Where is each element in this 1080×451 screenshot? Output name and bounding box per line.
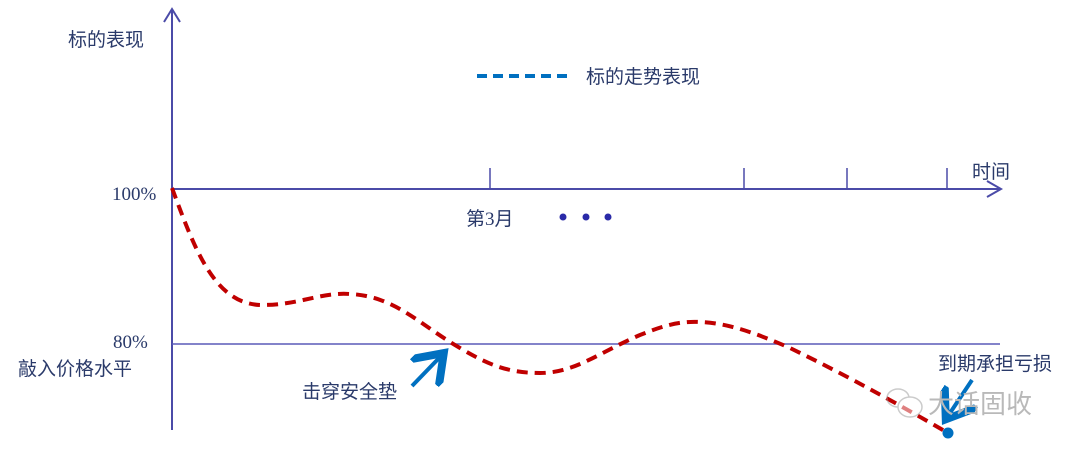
maturity-point <box>942 427 954 439</box>
watermark-text: 大话固收 <box>928 389 1032 419</box>
ellipsis-dot <box>559 213 567 221</box>
y-tick-100: 100% <box>112 184 157 205</box>
y-tick-80: 80% <box>113 332 148 353</box>
ellipsis-dot <box>604 213 612 221</box>
ellipsis-dot <box>582 213 590 221</box>
underlying-trend-curve <box>170 187 950 435</box>
y-axis-arrowhead <box>163 7 181 23</box>
loss-annotation: 到期承担亏损 <box>938 353 1052 375</box>
breach-annotation: 击穿安全垫 <box>302 381 397 403</box>
x-axis-label: 时间 <box>972 161 1010 183</box>
y-axis-label: 标的表现 <box>68 29 144 51</box>
breach-arrow <box>412 356 441 388</box>
knock-in-level-label: 敲入价格水平 <box>18 358 132 380</box>
x-tick-label-month3: 第3月 <box>466 208 514 230</box>
legend-label: 标的走势表现 <box>586 66 700 88</box>
x-axis-arrowhead <box>986 180 1004 198</box>
loss-arrow <box>948 378 972 416</box>
wechat-icon <box>886 388 923 418</box>
